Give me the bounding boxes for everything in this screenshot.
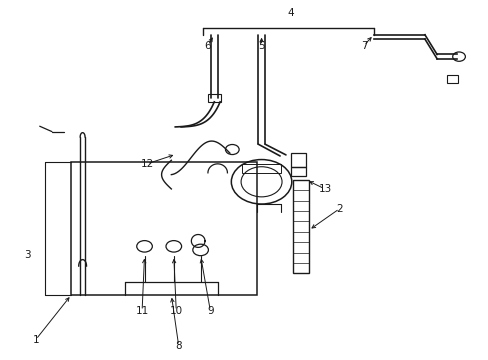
Bar <box>242 164 281 173</box>
Bar <box>446 75 457 83</box>
Text: 12: 12 <box>140 159 153 169</box>
Text: 5: 5 <box>258 41 264 50</box>
Text: 2: 2 <box>336 204 342 214</box>
Bar <box>71 162 256 295</box>
Text: 3: 3 <box>24 250 31 260</box>
Bar <box>207 94 220 102</box>
Text: 11: 11 <box>135 306 148 316</box>
Text: 4: 4 <box>287 8 294 18</box>
Text: 13: 13 <box>318 184 331 194</box>
Text: 1: 1 <box>32 334 39 345</box>
Text: 8: 8 <box>175 341 182 351</box>
Bar <box>290 167 306 176</box>
Text: 9: 9 <box>206 306 213 316</box>
Bar <box>290 153 306 167</box>
Text: 7: 7 <box>360 41 366 50</box>
Bar <box>293 180 308 273</box>
Text: 6: 6 <box>204 41 211 50</box>
Text: 10: 10 <box>169 306 183 316</box>
